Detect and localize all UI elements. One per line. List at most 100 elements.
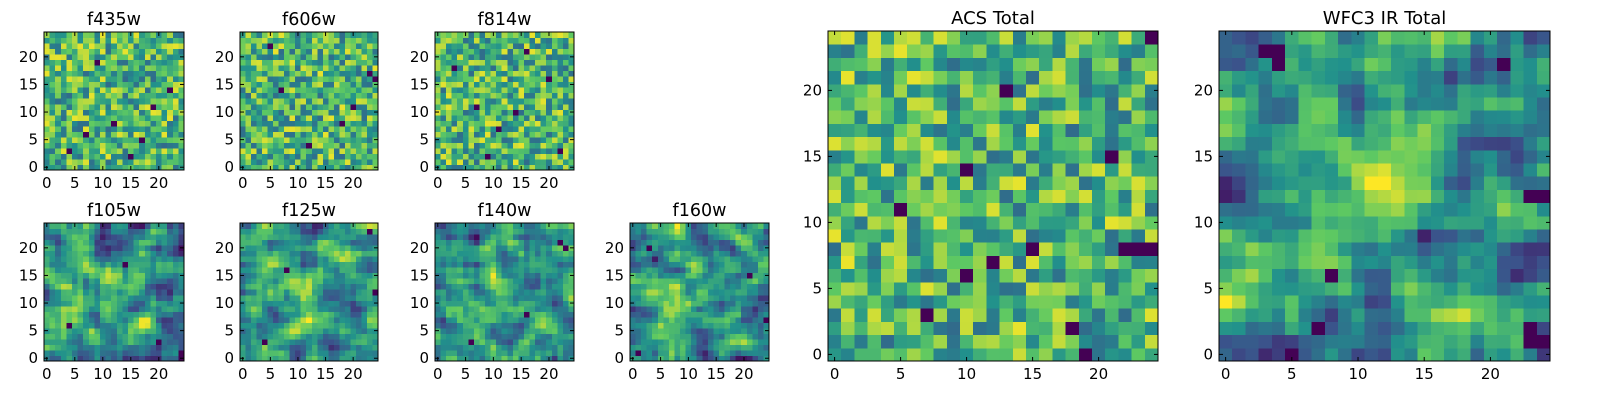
heatmap-cell — [273, 228, 280, 235]
heatmap-cell — [317, 32, 324, 39]
heatmap-cell — [333, 98, 340, 105]
heatmap-cell — [44, 114, 51, 121]
heatmap-cell — [273, 76, 280, 83]
heatmap-cell — [457, 245, 464, 252]
heatmap-cell — [496, 256, 503, 263]
heatmap-cell — [702, 272, 709, 279]
heatmap-cell — [741, 316, 748, 323]
heatmap-cell — [167, 32, 174, 39]
heatmap-cell — [366, 48, 373, 55]
heatmap-cell — [674, 283, 681, 290]
heatmap-cell — [161, 98, 168, 105]
heatmap-cell — [468, 131, 475, 138]
heatmap-cell — [311, 65, 318, 72]
heatmap-cell — [696, 234, 703, 241]
heatmap-cell — [713, 311, 720, 318]
heatmap-cell — [960, 268, 974, 283]
heatmap-cell — [451, 76, 458, 83]
heatmap-cell — [240, 333, 247, 340]
heatmap-cell — [523, 267, 531, 274]
heatmap-cell — [757, 327, 764, 334]
heatmap-cell — [468, 114, 475, 121]
y-tick-label: 5 — [28, 131, 38, 149]
heatmap-cell — [512, 136, 519, 143]
heatmap-cell — [128, 272, 135, 279]
heatmap-cell — [468, 344, 475, 351]
heatmap-cell — [111, 234, 118, 241]
heatmap-cell — [256, 70, 263, 77]
heatmap-cell — [245, 37, 252, 44]
heatmap-cell — [311, 289, 318, 296]
heatmap-cell — [440, 103, 447, 110]
heatmap-cell — [273, 48, 280, 55]
heatmap-cell — [133, 305, 140, 312]
heatmap-cell — [150, 81, 157, 88]
heatmap-cell — [328, 164, 335, 171]
heatmap-cell — [262, 278, 269, 285]
heatmap-cell — [523, 278, 531, 285]
heatmap-cell — [49, 245, 56, 252]
heatmap-cell — [267, 120, 274, 127]
heatmap-cell — [680, 338, 687, 345]
heatmap-cell — [457, 327, 464, 334]
heatmap-cell — [355, 250, 362, 257]
heatmap-cell — [894, 215, 908, 230]
y-tick-label: 10 — [215, 103, 234, 121]
heatmap-cell — [551, 76, 558, 83]
heatmap-cell — [311, 322, 318, 329]
heatmap-cell — [1078, 189, 1093, 204]
heatmap-cell — [557, 305, 564, 312]
heatmap-cell — [295, 250, 302, 257]
heatmap-cell — [674, 223, 681, 230]
heatmap-cell — [529, 37, 536, 44]
heatmap-cell — [172, 48, 179, 55]
heatmap-cell — [317, 65, 324, 72]
heatmap-cell — [702, 228, 709, 235]
heatmap-cell — [973, 281, 987, 296]
heatmap-cell — [144, 344, 151, 351]
heatmap-cell — [328, 344, 335, 351]
heatmap-cell — [83, 327, 90, 334]
heatmap-cell — [83, 272, 90, 279]
heatmap-cell — [557, 311, 564, 318]
heatmap-cell — [741, 305, 748, 312]
heatmap-cell — [1026, 215, 1040, 230]
heatmap-cell — [451, 344, 458, 351]
heatmap-cell — [841, 176, 855, 190]
heatmap-cell — [763, 316, 770, 323]
heatmap-cell — [55, 70, 62, 77]
heatmap-cell — [451, 131, 458, 138]
heatmap-cell — [440, 300, 447, 307]
heatmap-cell — [251, 81, 258, 88]
heatmap-cell — [920, 347, 935, 362]
heatmap-cell — [355, 223, 362, 230]
heatmap-cell — [485, 338, 492, 345]
heatmap-cell — [841, 215, 855, 230]
heatmap-cell — [144, 239, 151, 246]
heatmap-cell — [267, 228, 274, 235]
heatmap-cell — [105, 250, 112, 257]
heatmap-cell — [366, 250, 373, 257]
heatmap-cell — [328, 311, 335, 318]
heatmap-cell — [105, 54, 112, 61]
heatmap-cell — [267, 300, 274, 307]
heatmap-cell — [262, 245, 269, 252]
heatmap-cell — [328, 278, 335, 285]
heatmap-cell — [641, 333, 648, 340]
heatmap-cell — [88, 103, 95, 110]
heatmap-cell — [440, 76, 447, 83]
heatmap-cell — [77, 256, 84, 263]
heatmap-cell — [668, 355, 675, 362]
heatmap-cell — [161, 234, 168, 241]
heatmap-cell — [317, 316, 324, 323]
heatmap-cell — [763, 239, 770, 246]
heatmap-cell — [133, 103, 140, 110]
heatmap-cell — [1092, 334, 1106, 349]
heatmap-cell — [361, 120, 368, 127]
heatmap-cell — [1065, 215, 1080, 230]
heatmap-cell — [267, 234, 274, 241]
heatmap-cell — [245, 125, 252, 132]
heatmap-cell — [273, 333, 280, 340]
heatmap-cell — [311, 43, 318, 50]
heatmap-cell — [485, 278, 492, 285]
